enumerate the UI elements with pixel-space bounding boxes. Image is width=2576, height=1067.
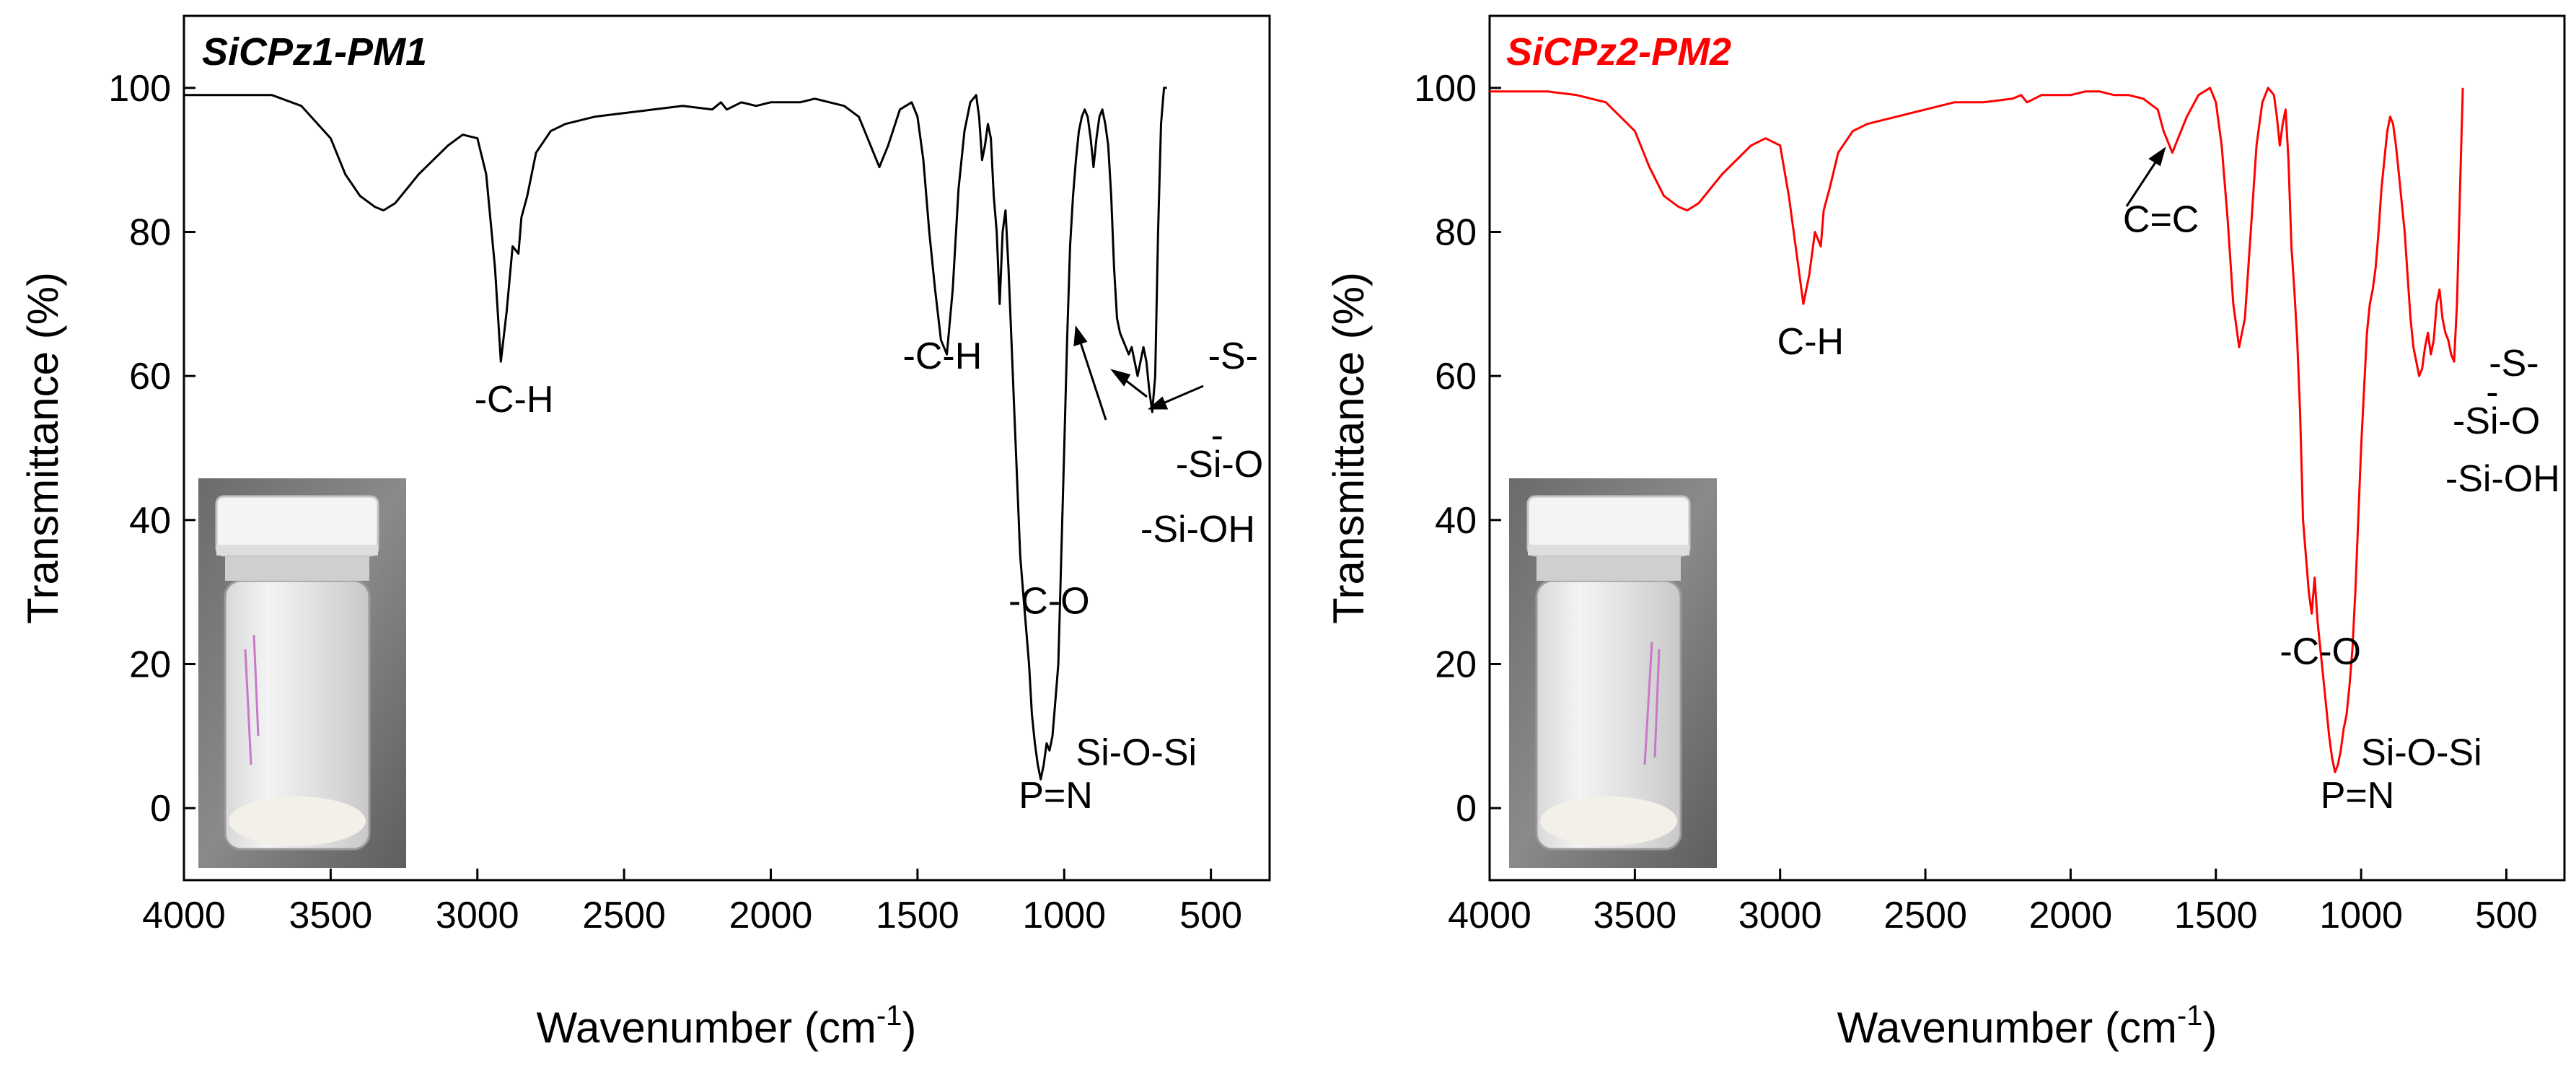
x-axis-title-sup: -1 <box>2177 1000 2203 1032</box>
x-tick-label: 2000 <box>729 895 813 936</box>
x-tick-label: 500 <box>2475 895 2538 936</box>
y-tick-label: 100 <box>108 68 171 110</box>
x-tick-label: 2500 <box>1883 895 1967 936</box>
inset-photo <box>1509 478 1717 868</box>
annotation-label: C=C <box>2123 199 2199 241</box>
annotation-label: C-H <box>1777 321 1844 363</box>
panel-title: SiCPz2-PM2 <box>1506 30 1731 74</box>
spectrum-line <box>1490 87 2464 773</box>
y-axis-title: Transmittance (%) <box>1324 272 1373 624</box>
annotation-label: -Si-O <box>2453 400 2540 442</box>
y-tick-label: 40 <box>129 500 171 542</box>
annotation-label: -Si-OH <box>2445 458 2560 500</box>
x-tick-label: 3500 <box>289 895 373 936</box>
y-tick-label: 40 <box>1435 500 1477 542</box>
y-axis-title: Transmittance (%) <box>19 272 67 624</box>
y-tick-label: 100 <box>1414 68 1477 110</box>
x-tick-label: 1500 <box>2174 895 2258 936</box>
x-axis-title-sup: -1 <box>876 1000 902 1032</box>
x-tick-label: 1000 <box>1022 895 1106 936</box>
x-tick-label: 1000 <box>2319 895 2403 936</box>
y-tick-label: 0 <box>150 788 171 830</box>
annotation-superscript: - <box>2486 372 2498 413</box>
inset-photo <box>198 478 406 868</box>
y-tick-label: 0 <box>1456 788 1477 830</box>
x-tick-label: 3000 <box>436 895 519 936</box>
annotation-label: -S- <box>2489 343 2538 385</box>
x-tick-label: 3500 <box>1593 895 1677 936</box>
annotation-label: -Si-O <box>1176 444 1263 486</box>
annotation-label: -C-H <box>475 379 554 421</box>
y-tick-label: 20 <box>129 644 171 686</box>
y-tick-label: 60 <box>1435 356 1477 398</box>
plot-frame <box>183 14 1271 882</box>
x-tick-label: 4000 <box>1448 895 1531 936</box>
x-tick-label: 2000 <box>2029 895 2113 936</box>
x-axis-title: Wavenumber (cm-1) <box>537 1000 917 1052</box>
annotation-label: -C-O <box>1008 581 1090 623</box>
y-tick-label: 60 <box>129 356 171 398</box>
annotation-label: Si-O-Si <box>1076 732 1197 773</box>
annotation-arrows <box>2125 146 2166 207</box>
y-tick-label: 80 <box>129 212 171 254</box>
annotation-arrows <box>1073 325 1204 421</box>
spectrum-line <box>184 87 1167 781</box>
y-tick-label: 20 <box>1435 644 1477 686</box>
annotation-label: -C-O <box>2280 631 2361 673</box>
annotation-label: P=N <box>2321 775 2395 817</box>
annotation-label: -S- <box>1208 335 1258 377</box>
x-tick-label: 3000 <box>1738 895 1822 936</box>
panel-title: SiCPz1-PM1 <box>202 30 427 74</box>
annotation-label: Si-O-Si <box>2361 732 2482 773</box>
chart-panel-1: 0 20 40 60 80 100 4000 3500 3000 2500 2000 1500 100… <box>19 14 1271 1052</box>
chart-panel-2: 0 20 40 60 80 100 4000 3500 3000 2500 2000 1500 100… <box>1324 14 2566 1052</box>
x-axis-title: Wavenumber (cm-1) <box>1837 1000 2217 1052</box>
annotation-superscript: - <box>1211 415 1223 457</box>
x-tick-label: 500 <box>1179 895 1242 936</box>
annotation-label: -Si-OH <box>1140 509 1255 550</box>
x-tick-label: 4000 <box>142 895 226 936</box>
y-tick-label: 80 <box>1435 212 1477 254</box>
annotation-label: P=N <box>1019 775 1093 817</box>
x-tick-label: 2500 <box>582 895 666 936</box>
plot-frame <box>1488 14 2566 882</box>
x-tick-label: 1500 <box>876 895 959 936</box>
annotation-label: -C-H <box>903 335 983 377</box>
